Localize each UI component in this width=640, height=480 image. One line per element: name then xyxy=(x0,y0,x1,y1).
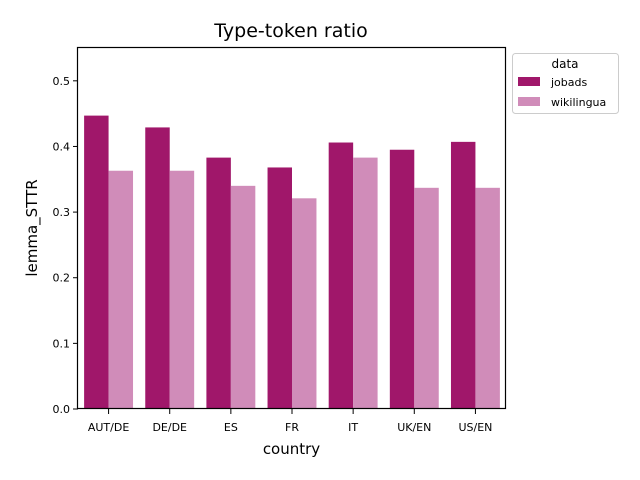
chart-title: Type-token ratio xyxy=(213,20,367,42)
legend: data jobads wikilingua xyxy=(512,53,619,114)
x-tick-label: FR xyxy=(285,421,299,434)
y-axis: 0.0 0.1 0.2 0.3 0.4 0.5 xyxy=(53,75,78,416)
x-tick-label: IT xyxy=(348,421,358,434)
bar-wikilingua-uk-en xyxy=(414,187,439,409)
y-tick-label: 0.5 xyxy=(53,75,71,88)
y-tick-label: 0.2 xyxy=(53,272,71,285)
x-tick-label: ES xyxy=(224,421,238,434)
bar-wikilingua-aut-de xyxy=(108,170,134,409)
legend-label-jobads: jobads xyxy=(550,76,587,89)
bar-wikilingua-us-en xyxy=(475,187,500,409)
bar-jobads-es xyxy=(206,157,231,409)
bar-jobads-uk-en xyxy=(389,149,415,410)
bar-jobads-us-en xyxy=(450,141,476,410)
y-tick-label: 0.4 xyxy=(53,140,71,153)
bars-group xyxy=(84,115,500,410)
bar-jobads-fr xyxy=(267,167,292,409)
y-tick-label: 0.1 xyxy=(53,337,71,350)
legend-label-wikilingua: wikilingua xyxy=(551,96,606,109)
x-tick-label: DE/DE xyxy=(152,421,187,434)
bar-jobads-de-de xyxy=(145,127,170,410)
y-axis-label: lemma_STTR xyxy=(23,179,42,276)
x-axis-label: country xyxy=(263,440,320,458)
x-axis: AUT/DE DE/DE ES FR IT UK/EN US/EN xyxy=(88,409,492,434)
bar-wikilingua-es xyxy=(230,185,256,409)
bar-jobads-aut-de xyxy=(84,115,109,410)
legend-title: data xyxy=(551,57,578,71)
x-tick-label: US/EN xyxy=(458,421,492,434)
x-tick-label: UK/EN xyxy=(397,421,431,434)
bar-wikilingua-fr xyxy=(292,198,317,409)
legend-swatch-wikilingua xyxy=(518,97,540,106)
y-tick-label: 0.0 xyxy=(53,403,71,416)
plot-frame xyxy=(76,46,507,410)
legend-swatch-jobads xyxy=(518,77,540,86)
x-tick-label: AUT/DE xyxy=(88,421,129,434)
bar-wikilingua-it xyxy=(353,157,378,409)
y-tick-label: 0.3 xyxy=(53,206,71,219)
bar-jobads-it xyxy=(328,142,354,409)
bar-wikilingua-de-de xyxy=(169,170,195,409)
